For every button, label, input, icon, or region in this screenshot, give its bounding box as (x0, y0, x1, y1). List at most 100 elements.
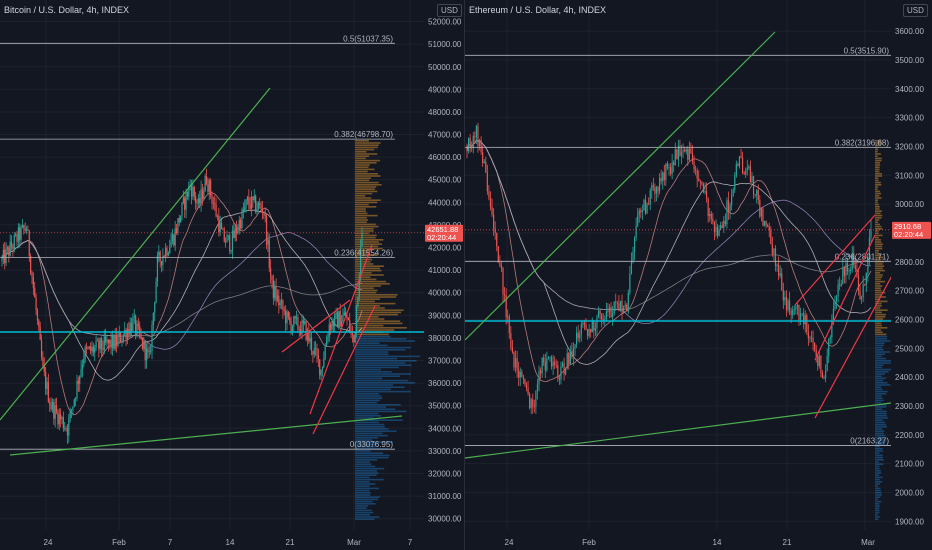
volume-profile-bar (355, 349, 406, 351)
volume-profile-bar (875, 190, 881, 193)
eth-currency-button[interactable]: USD (903, 4, 928, 17)
candle-body (593, 320, 595, 331)
volume-profile-bar (355, 322, 403, 325)
eth-chart-panel[interactable]: 0.5(3515.90) 0.382(3196.68) 0.236(2801.71)… (465, 0, 932, 550)
candle-body (152, 312, 154, 325)
candle-body (651, 185, 653, 191)
candle-body (306, 330, 309, 341)
volume-profile-bar (355, 269, 382, 272)
volume-profile-bar (875, 401, 881, 404)
candle-body (118, 332, 120, 338)
candle-body (174, 228, 176, 246)
volume-profile-bar (355, 434, 388, 437)
btc-currency-button[interactable]: USD (437, 4, 462, 17)
volume-profile-bar (355, 485, 370, 487)
candle-body (132, 316, 134, 331)
candle-body (865, 273, 867, 286)
btc-chart-panel[interactable]: 0.5(51037.35) 0.382(46798.70) 0.236(41554.… (0, 0, 464, 550)
volume-profile-bar (875, 500, 882, 503)
candle-body (355, 306, 358, 332)
price-axis-label: 3100.00 (895, 171, 924, 180)
time-axis-label: Feb (112, 538, 126, 547)
candle-body (585, 324, 587, 329)
candle-body (594, 328, 597, 331)
volume-profile-bar (875, 362, 891, 364)
candle-body (646, 203, 648, 214)
candle-body (238, 220, 240, 230)
volume-profile-bar (355, 296, 397, 298)
candle-body (263, 212, 265, 214)
volume-profile-bar (875, 430, 885, 432)
eth-symbol-title[interactable]: Ethereum / U.S. Dollar, 4h, INDEX (469, 5, 607, 15)
btc-symbol-title[interactable]: Bitcoin / U.S. Dollar, 4h, INDEX (4, 5, 130, 15)
volume-profile-bar (875, 415, 887, 417)
btc-chart-canvas[interactable]: 0.5(51037.35) 0.382(46798.70) 0.236(41554.… (0, 0, 464, 550)
candle-body (227, 235, 229, 236)
candle-body (626, 304, 628, 312)
volume-profile-bar (875, 494, 882, 496)
candle-body (94, 347, 96, 353)
candle-body (68, 418, 70, 436)
volume-profile-bar (355, 217, 367, 219)
candle-body (555, 364, 557, 366)
candle-body (640, 210, 642, 213)
volume-profile-bar (875, 192, 882, 195)
volume-profile-bar (355, 338, 407, 340)
volume-profile-bar (875, 443, 886, 446)
trend-line (465, 402, 892, 459)
volume-profile-bar (875, 300, 888, 303)
candle-body (32, 276, 34, 288)
volume-profile-bar (355, 283, 390, 285)
candle-body (668, 167, 670, 169)
volume-profile-bar (355, 351, 388, 353)
volume-profile-bar (355, 245, 379, 248)
volume-profile-bar (355, 201, 378, 204)
candle-body (812, 337, 814, 343)
candle-body (685, 148, 687, 152)
volume-profile-bar (875, 452, 880, 454)
volume-profile-bar (875, 478, 880, 481)
volume-profile-bar (355, 445, 376, 448)
candle-body (533, 406, 535, 408)
volume-profile-bar (355, 190, 378, 193)
candle-body (781, 273, 783, 290)
candle-body (145, 348, 148, 361)
candle-body (518, 370, 520, 378)
candle-body (113, 335, 115, 349)
price-axis-label: 2000.00 (895, 489, 924, 498)
candle-body (698, 178, 700, 181)
candle-body (538, 370, 540, 385)
volume-profile-bar (875, 285, 883, 287)
candle-body (720, 225, 722, 230)
volume-profile-bar (875, 360, 892, 362)
candle-body (257, 202, 259, 210)
candle-body (186, 191, 189, 197)
candle-body (5, 248, 7, 264)
candle-body (565, 368, 567, 375)
volume-profile-bar (875, 309, 888, 311)
candle-body (28, 230, 30, 256)
candle-body (624, 304, 626, 308)
candle-body (167, 252, 169, 256)
candle-body (743, 173, 745, 175)
volume-profile-bar (355, 157, 366, 160)
candle-body (715, 226, 717, 232)
volume-profile-bar (355, 197, 372, 199)
price-axis-label: 31000.00 (428, 492, 462, 501)
volume-profile-bar (875, 203, 879, 206)
volume-profile-bar (875, 148, 879, 151)
candle-body (98, 340, 100, 350)
eth-chart-canvas[interactable]: 0.5(3515.90) 0.382(3196.68) 0.236(2801.71)… (465, 0, 932, 550)
candle-body (115, 335, 118, 346)
candle-body (499, 262, 501, 266)
candle-body (654, 187, 656, 194)
candle-body (160, 261, 163, 265)
candle-body (676, 149, 678, 160)
candle-body (13, 235, 15, 249)
candle-body (514, 358, 517, 368)
price-axis-label: 36000.00 (428, 379, 462, 388)
candle-body (688, 148, 690, 160)
candle-body (752, 176, 755, 195)
candle-body (790, 310, 792, 315)
panel-divider[interactable] (464, 0, 465, 550)
